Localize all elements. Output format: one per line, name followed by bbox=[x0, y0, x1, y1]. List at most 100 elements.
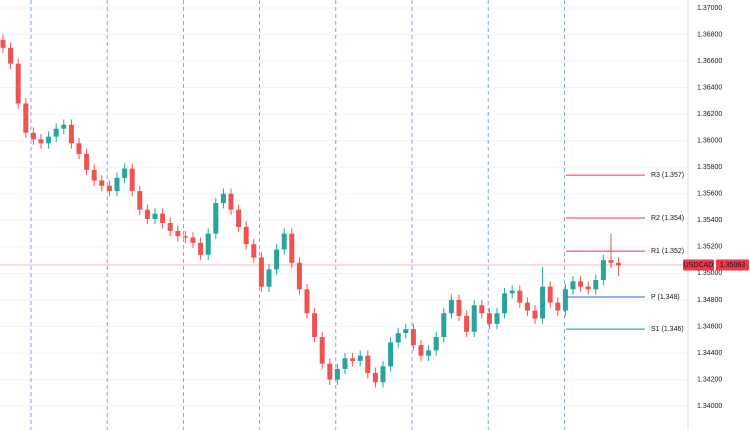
y-tick-label: 1.35800 bbox=[697, 164, 722, 171]
candle-body bbox=[304, 289, 310, 314]
candle-body bbox=[61, 124, 67, 129]
candle-body bbox=[555, 302, 561, 311]
candle-body bbox=[220, 193, 226, 204]
candle-body bbox=[418, 345, 424, 356]
candle-body bbox=[365, 355, 371, 373]
candle-body bbox=[91, 169, 97, 181]
candle-body bbox=[137, 191, 143, 210]
candle-body bbox=[562, 289, 568, 311]
candle-body bbox=[182, 236, 188, 238]
candle-body bbox=[403, 329, 409, 334]
price-label: 1.35063 bbox=[720, 262, 745, 269]
candle-body bbox=[380, 366, 386, 383]
candle-body bbox=[312, 313, 318, 338]
candle-body bbox=[236, 209, 242, 227]
candle-body bbox=[441, 313, 447, 338]
candle-body bbox=[608, 260, 614, 263]
candle-body bbox=[0, 39, 6, 48]
candle-body bbox=[258, 257, 264, 287]
candle-body bbox=[190, 237, 196, 243]
candle-body bbox=[334, 368, 340, 380]
candle-body bbox=[456, 299, 462, 316]
candle-body bbox=[471, 305, 477, 332]
candle-body bbox=[593, 280, 599, 290]
y-tick-label: 1.37000 bbox=[697, 5, 722, 12]
candle-body bbox=[46, 136, 52, 144]
pivot-label: R2 (1.354) bbox=[651, 215, 684, 222]
y-tick-label: 1.35600 bbox=[697, 191, 722, 198]
candle-body bbox=[502, 293, 508, 314]
candle-body bbox=[243, 226, 249, 245]
candle-body bbox=[517, 290, 523, 303]
candle-body bbox=[342, 358, 348, 369]
candle-body bbox=[68, 124, 74, 144]
candle-body bbox=[152, 213, 158, 219]
candle-body bbox=[600, 260, 606, 281]
candle-body bbox=[213, 203, 219, 234]
y-tick-label: 1.36400 bbox=[697, 84, 722, 91]
symbol-label: USDCAD bbox=[684, 262, 714, 269]
candle-body bbox=[464, 315, 470, 332]
y-tick-label: 1.34600 bbox=[697, 323, 722, 330]
candle-body bbox=[524, 302, 530, 311]
candle-body bbox=[479, 305, 485, 314]
price-badge bbox=[716, 259, 749, 271]
candle-body bbox=[23, 103, 29, 133]
y-tick-label: 1.35200 bbox=[697, 244, 722, 251]
candle-body bbox=[38, 139, 44, 144]
candle-body bbox=[410, 329, 416, 346]
candle-body bbox=[578, 281, 584, 287]
candle-body bbox=[30, 132, 36, 140]
candle-body bbox=[281, 233, 287, 250]
candle-body bbox=[129, 168, 135, 192]
y-tick-label: 1.34000 bbox=[697, 403, 722, 410]
y-tick-label: 1.36800 bbox=[697, 31, 722, 38]
pivot-label: P (1.348) bbox=[651, 294, 680, 301]
candle-body bbox=[106, 185, 112, 192]
candle-body bbox=[289, 233, 295, 263]
candle-body bbox=[547, 286, 553, 303]
candle-body bbox=[228, 193, 234, 210]
candle-body bbox=[357, 355, 363, 361]
candle-body bbox=[8, 47, 14, 64]
candle-body bbox=[319, 337, 325, 364]
y-tick-label: 1.34200 bbox=[697, 376, 722, 383]
candle-body bbox=[144, 209, 150, 219]
y-tick-label: 1.36200 bbox=[697, 111, 722, 118]
candle-body bbox=[426, 350, 432, 356]
candle-body bbox=[15, 63, 21, 104]
candle-body bbox=[205, 233, 211, 255]
candle-body bbox=[76, 143, 82, 154]
candle-body bbox=[540, 286, 546, 319]
y-tick-label: 1.36600 bbox=[697, 58, 722, 65]
candle-body bbox=[114, 177, 120, 192]
candle-body bbox=[296, 262, 302, 290]
candle-body bbox=[53, 128, 59, 137]
candle-body bbox=[251, 244, 257, 258]
candle-body bbox=[616, 262, 622, 266]
candle-body bbox=[274, 249, 280, 270]
candle-body bbox=[99, 180, 105, 186]
candle-body bbox=[167, 222, 173, 231]
candle-body bbox=[486, 313, 492, 324]
y-tick-label: 1.34800 bbox=[697, 297, 722, 304]
y-tick-label: 1.36000 bbox=[697, 138, 722, 145]
pivot-label: R3 (1.357) bbox=[651, 172, 684, 179]
candle-body bbox=[509, 290, 515, 294]
candle-body bbox=[84, 153, 90, 170]
candle-body bbox=[532, 310, 538, 319]
candle-body bbox=[198, 242, 204, 255]
candle-body bbox=[160, 213, 166, 223]
candle-body bbox=[122, 168, 128, 178]
y-tick-label: 1.35000 bbox=[697, 270, 722, 277]
candle-body bbox=[494, 313, 500, 324]
candle-body bbox=[388, 342, 394, 367]
pivot-label: S1 (1.346) bbox=[651, 326, 684, 333]
y-tick-label: 1.34400 bbox=[697, 350, 722, 357]
candle-body bbox=[448, 299, 454, 314]
candle-body bbox=[570, 281, 576, 290]
y-tick-label: 1.35400 bbox=[697, 217, 722, 224]
candle-body bbox=[350, 358, 356, 361]
